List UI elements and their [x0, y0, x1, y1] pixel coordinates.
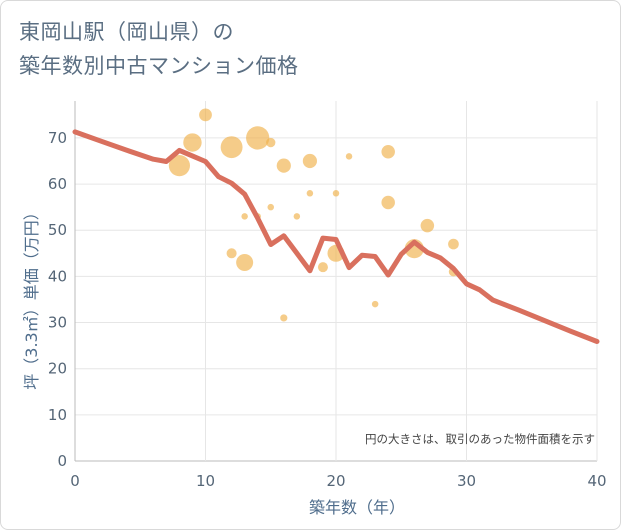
- chart-title: 東岡山駅（岡山県）の 築年数別中古マンション価格: [19, 15, 299, 83]
- x-axis-label: 築年数（年）: [309, 498, 405, 517]
- data-bubble: [280, 314, 288, 322]
- grid-lines: [74, 101, 598, 462]
- chart-title-line1: 東岡山駅（岡山県）の: [19, 20, 234, 44]
- x-tick-label: 30: [457, 472, 476, 490]
- data-bubble: [236, 254, 254, 272]
- data-bubble: [371, 300, 379, 308]
- y-tick-label: 20: [48, 360, 67, 378]
- y-tick-label: 60: [48, 175, 67, 193]
- data-bubble: [381, 145, 395, 159]
- x-tick-label: 40: [587, 472, 606, 490]
- y-tick-label: 10: [48, 406, 67, 424]
- data-bubble: [183, 133, 202, 152]
- data-bubble: [226, 248, 237, 259]
- tick-labels: 0 10 20 30 40 50 60 70 0 10 20 30 40: [48, 129, 607, 490]
- x-tick-label: 20: [326, 472, 345, 490]
- x-tick-label: 10: [196, 472, 215, 490]
- data-bubble: [241, 213, 248, 220]
- x-tick-label: 0: [70, 472, 80, 490]
- data-bubble: [332, 190, 340, 197]
- y-tick-label: 40: [48, 267, 67, 285]
- data-bubble: [246, 126, 270, 150]
- y-axis-label: 坪（3.3㎡）単価（万円）: [22, 204, 41, 389]
- data-bubble: [199, 108, 212, 122]
- y-tick-label: 50: [48, 221, 67, 239]
- data-bubble: [302, 153, 317, 169]
- data-bubble: [220, 136, 243, 159]
- data-bubble: [317, 262, 328, 273]
- data-bubble: [266, 137, 276, 148]
- data-bubble: [381, 195, 395, 210]
- data-bubble: [420, 218, 435, 233]
- data-bubble: [267, 203, 274, 211]
- data-bubble: [448, 238, 459, 250]
- y-tick-label: 0: [57, 452, 67, 470]
- data-bubble: [276, 158, 291, 173]
- data-bubble: [168, 155, 190, 177]
- chart-title-line2: 築年数別中古マンション価格: [19, 54, 299, 78]
- trend-line: [72, 129, 600, 344]
- data-bubble: [345, 153, 353, 160]
- data-bubble: [306, 190, 314, 197]
- data-bubble: [293, 213, 301, 220]
- bubbles: [168, 108, 459, 322]
- y-tick-label: 70: [48, 129, 67, 147]
- size-note: 円の大きさは、取引のあった物件面積を示す: [365, 432, 595, 446]
- y-tick-label: 30: [48, 314, 67, 332]
- trend-line-group: [72, 129, 600, 344]
